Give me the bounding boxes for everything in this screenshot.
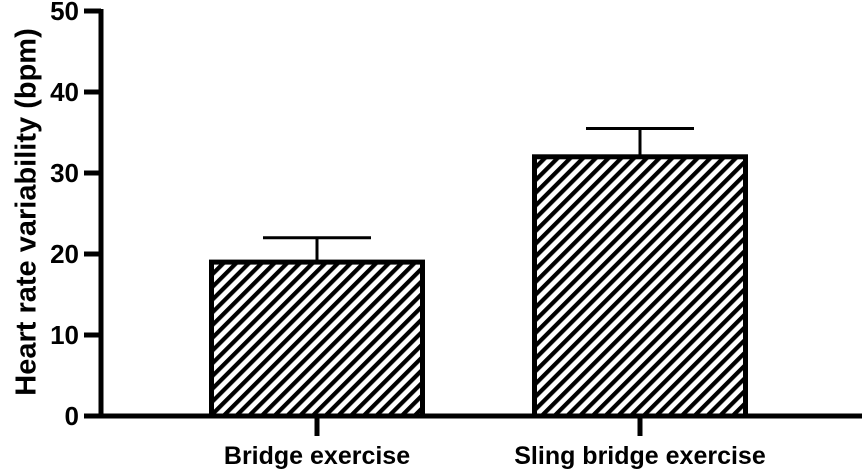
y-tick-label-2: 20: [50, 239, 79, 269]
labels-layer: Bridge exercise Sling bridge exercise 0 10 2…: [50, 0, 766, 470]
y-tick-label-3: 30: [50, 158, 79, 188]
bar-0: [209, 259, 425, 419]
y-tick-label-5: 50: [50, 0, 79, 26]
y-tick-label-0: 0: [65, 401, 79, 431]
x-tick-label-1: Sling bridge exercise: [514, 442, 766, 470]
y-tick-label-1: 10: [50, 320, 79, 350]
bars-layer: [209, 126, 748, 419]
bar-1: [532, 154, 748, 419]
y-axis-title: Heart rate variability (bpm): [11, 28, 43, 395]
y-tick-label-4: 40: [50, 77, 79, 107]
axes-layer: [84, 8, 862, 436]
x-tick-label-0: Bridge exercise: [224, 442, 410, 470]
